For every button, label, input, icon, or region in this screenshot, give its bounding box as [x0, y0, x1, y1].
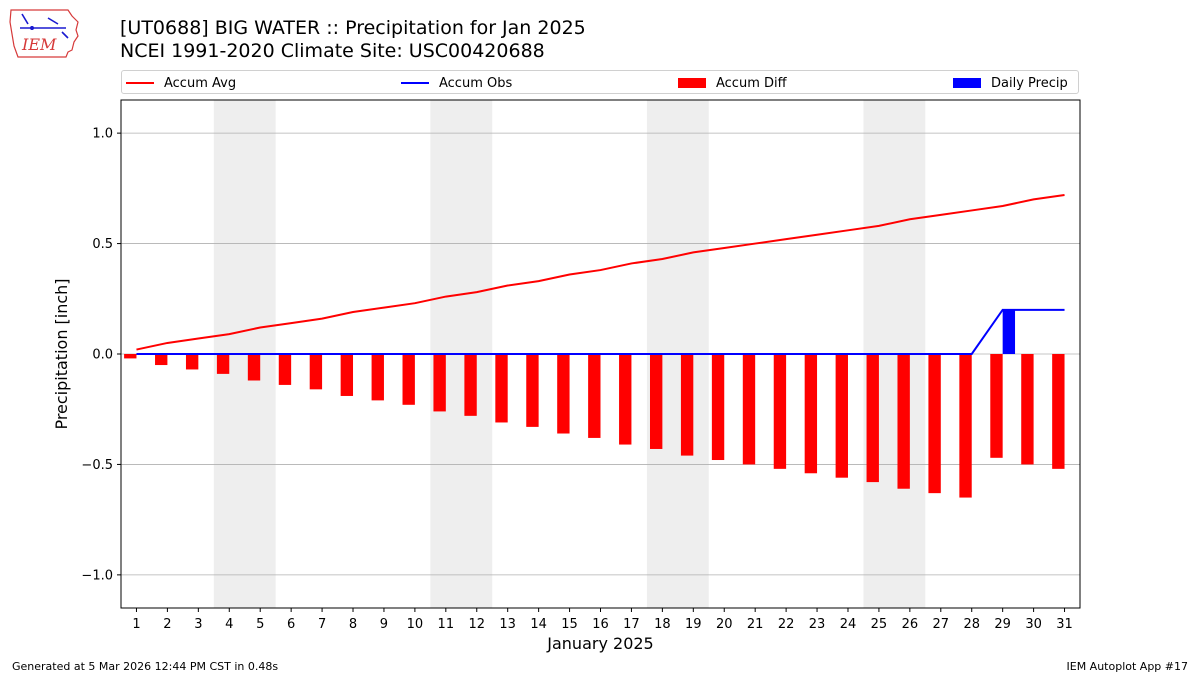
x-tick-label: 15	[561, 617, 578, 632]
x-tick-label: 1	[132, 617, 140, 632]
x-tick-label: 17	[623, 617, 640, 632]
x-tick-label: 20	[716, 617, 733, 632]
accum-diff-bar	[1021, 354, 1034, 465]
x-tick-label: 13	[499, 617, 516, 632]
station-dot-icon	[30, 26, 34, 30]
y-axis-label: Precipitation [inch]	[52, 278, 71, 429]
accum-obs-line	[136, 308, 1065, 355]
legend-swatch-accum-obs	[401, 82, 429, 84]
x-tick-label: 27	[933, 617, 950, 632]
y-tick-label: −1.0	[81, 568, 113, 583]
accum-diff-bar	[278, 354, 292, 385]
legend-swatch-daily-precip	[953, 78, 981, 88]
x-tick-label: 2	[163, 617, 171, 632]
x-tick-label: 25	[871, 617, 888, 632]
accum-diff-bar	[526, 354, 539, 427]
iem-logo: IEM	[9, 9, 79, 58]
chart-legend: Accum Avg Accum Obs Accum Diff Daily Pre…	[121, 70, 1079, 94]
legend-item-accum-avg: Accum Avg	[126, 74, 236, 92]
chart-subtitle: NCEI 1991-2020 Climate Site: USC00420688	[120, 40, 545, 62]
daily-precip-bar	[1002, 309, 1016, 354]
accum-diff-bar	[557, 354, 570, 434]
accum-diff-bar	[155, 354, 168, 366]
legend-swatch-accum-diff	[678, 78, 706, 88]
x-tick-label: 14	[530, 617, 547, 632]
accum-diff-bar	[619, 354, 632, 445]
legend-label-accum-avg: Accum Avg	[164, 75, 237, 91]
accum-diff-bar	[185, 354, 199, 370]
accum-diff-bar	[216, 354, 230, 374]
accum-diff-bar	[649, 354, 663, 449]
accum-diff-bar	[340, 354, 354, 396]
legend-label-accum-obs: Accum Obs	[439, 75, 513, 91]
accum-diff-bar	[309, 354, 323, 390]
x-axis-label: January 2025	[546, 634, 653, 653]
x-tick-label: 31	[1056, 617, 1073, 632]
legend-label-daily-precip: Daily Precip	[991, 75, 1068, 91]
x-tick-label: 30	[1025, 617, 1042, 632]
accum-diff-bar	[124, 354, 137, 359]
accum-avg-line	[136, 193, 1065, 351]
x-tick-label: 23	[809, 617, 826, 632]
accum-diff-bar	[680, 354, 694, 456]
x-tick-label: 18	[654, 617, 671, 632]
y-tick-label: 1.0	[92, 127, 113, 142]
accum-diff-bar	[990, 354, 1003, 458]
y-tick-label: 0.0	[92, 348, 113, 363]
accum-diff-bar	[588, 354, 601, 438]
y-tick-label: −0.5	[81, 458, 113, 473]
x-tick-label: 29	[994, 617, 1011, 632]
accum-diff-bar	[866, 354, 879, 483]
legend-item-daily-precip: Daily Precip	[953, 74, 1068, 92]
x-tick-label: 5	[256, 617, 264, 632]
accum-diff-bar	[433, 354, 446, 412]
accum-diff-bar	[1052, 354, 1065, 469]
x-tick-label: 12	[468, 617, 485, 632]
x-tick-label: 19	[685, 617, 702, 632]
accum-diff-bar	[804, 354, 818, 474]
x-tick-label: 26	[902, 617, 919, 632]
accum-diff-bar	[711, 354, 725, 461]
x-tick-label: 7	[318, 617, 326, 632]
x-tick-label: 8	[349, 617, 357, 632]
chart-title: [UT0688] BIG WATER :: Precipitation for …	[120, 17, 586, 39]
accum-diff-bar	[959, 354, 972, 498]
accum-diff-bar	[897, 354, 910, 489]
x-tick-label: 11	[438, 617, 455, 632]
x-tick-label: 9	[380, 617, 388, 632]
x-tick-label: 24	[840, 617, 857, 632]
logo-text: IEM	[21, 35, 57, 54]
weather-symbols-icon	[20, 13, 69, 39]
accum-diff-bar	[464, 354, 477, 416]
footer-generated-text: Generated at 5 Mar 2026 12:44 PM CST in …	[12, 660, 279, 673]
accum-diff-bar	[402, 354, 415, 405]
x-tick-label: 4	[225, 617, 233, 632]
x-tick-label: 22	[778, 617, 795, 632]
x-tick-label: 6	[287, 617, 295, 632]
legend-label-accum-diff: Accum Diff	[716, 75, 787, 91]
accum-diff-bar	[371, 354, 384, 401]
x-tick-label: 3	[194, 617, 202, 632]
footer-app-text: IEM Autoplot App #17	[1066, 660, 1189, 673]
x-tick-label: 16	[592, 617, 609, 632]
legend-item-accum-diff: Accum Diff	[678, 74, 787, 92]
iowa-state-outline	[9, 9, 79, 58]
x-tick-label: 21	[747, 617, 764, 632]
accum-diff-bar	[928, 354, 941, 494]
accum-diff-bar	[773, 354, 787, 469]
x-tick-label: 10	[407, 617, 424, 632]
accum-diff-bar	[247, 354, 261, 381]
legend-swatch-accum-avg	[126, 82, 154, 84]
legend-item-accum-obs: Accum Obs	[401, 74, 512, 92]
y-tick-label: 0.5	[92, 237, 113, 252]
x-tick-label: 28	[963, 617, 980, 632]
accum-diff-bar	[835, 354, 848, 478]
accum-diff-bar	[742, 354, 756, 465]
accum-diff-bar	[495, 354, 508, 423]
